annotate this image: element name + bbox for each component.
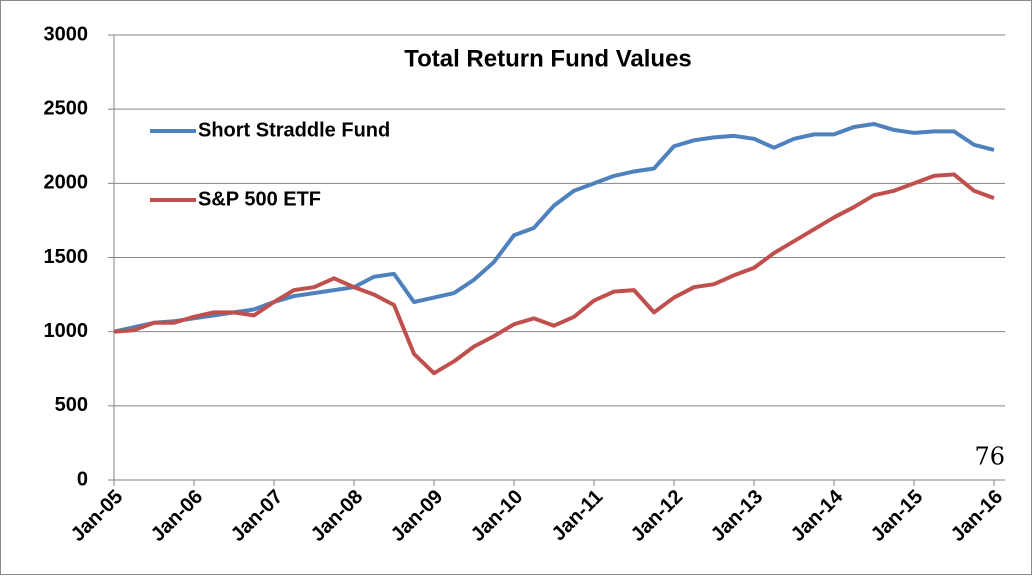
legend-label: Short Straddle Fund — [198, 119, 390, 141]
y-tick-label: 500 — [55, 394, 88, 416]
y-tick-label: 1500 — [44, 246, 89, 268]
series-line — [113, 122, 995, 334]
y-tick-label: 3000 — [44, 23, 89, 45]
chart-title: Total Return Fund Values — [404, 45, 692, 72]
y-tick-label: 2000 — [44, 172, 89, 194]
y-tick-label: 1000 — [44, 320, 89, 342]
legend-label: S&P 500 ETF — [198, 188, 321, 210]
series-line — [113, 172, 995, 376]
page-number: 76 — [974, 443, 1005, 471]
y-tick-label: 2500 — [44, 97, 89, 119]
y-tick-label: 0 — [77, 468, 88, 490]
